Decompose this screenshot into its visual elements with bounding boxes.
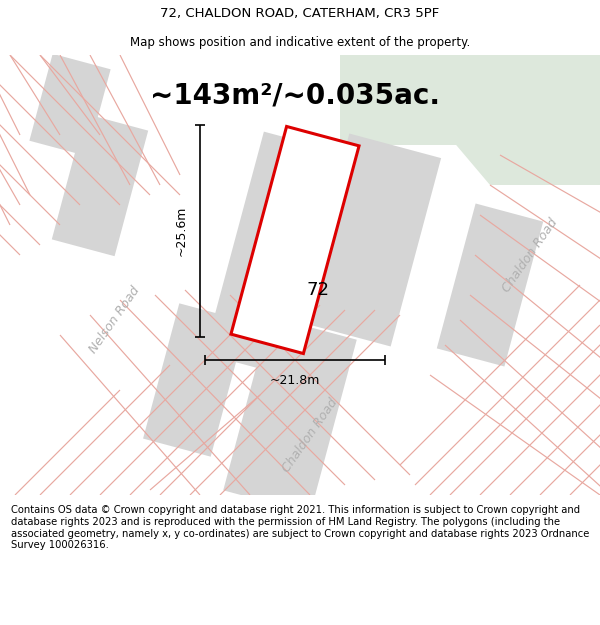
- Text: Chaldon Road: Chaldon Road: [280, 396, 340, 474]
- Text: Chaldon Road: Chaldon Road: [500, 216, 560, 294]
- Polygon shape: [52, 114, 148, 256]
- Polygon shape: [231, 126, 359, 354]
- Text: 72, CHALDON ROAD, CATERHAM, CR3 5PF: 72, CHALDON ROAD, CATERHAM, CR3 5PF: [160, 8, 440, 20]
- Text: Map shows position and indicative extent of the property.: Map shows position and indicative extent…: [130, 36, 470, 49]
- Text: Contains OS data © Crown copyright and database right 2021. This information is : Contains OS data © Crown copyright and d…: [11, 506, 589, 550]
- Text: 72: 72: [307, 281, 329, 299]
- Text: ~25.6m: ~25.6m: [175, 206, 188, 256]
- Polygon shape: [380, 55, 600, 185]
- Polygon shape: [437, 204, 543, 366]
- Polygon shape: [340, 55, 600, 145]
- Text: ~21.8m: ~21.8m: [270, 374, 320, 387]
- Polygon shape: [143, 303, 247, 457]
- Polygon shape: [205, 132, 356, 378]
- Text: ~143m²/~0.035ac.: ~143m²/~0.035ac.: [150, 81, 440, 109]
- Polygon shape: [299, 134, 441, 346]
- Polygon shape: [29, 54, 110, 156]
- Polygon shape: [223, 316, 357, 514]
- Text: Nelson Road: Nelson Road: [87, 284, 143, 356]
- Polygon shape: [340, 55, 600, 145]
